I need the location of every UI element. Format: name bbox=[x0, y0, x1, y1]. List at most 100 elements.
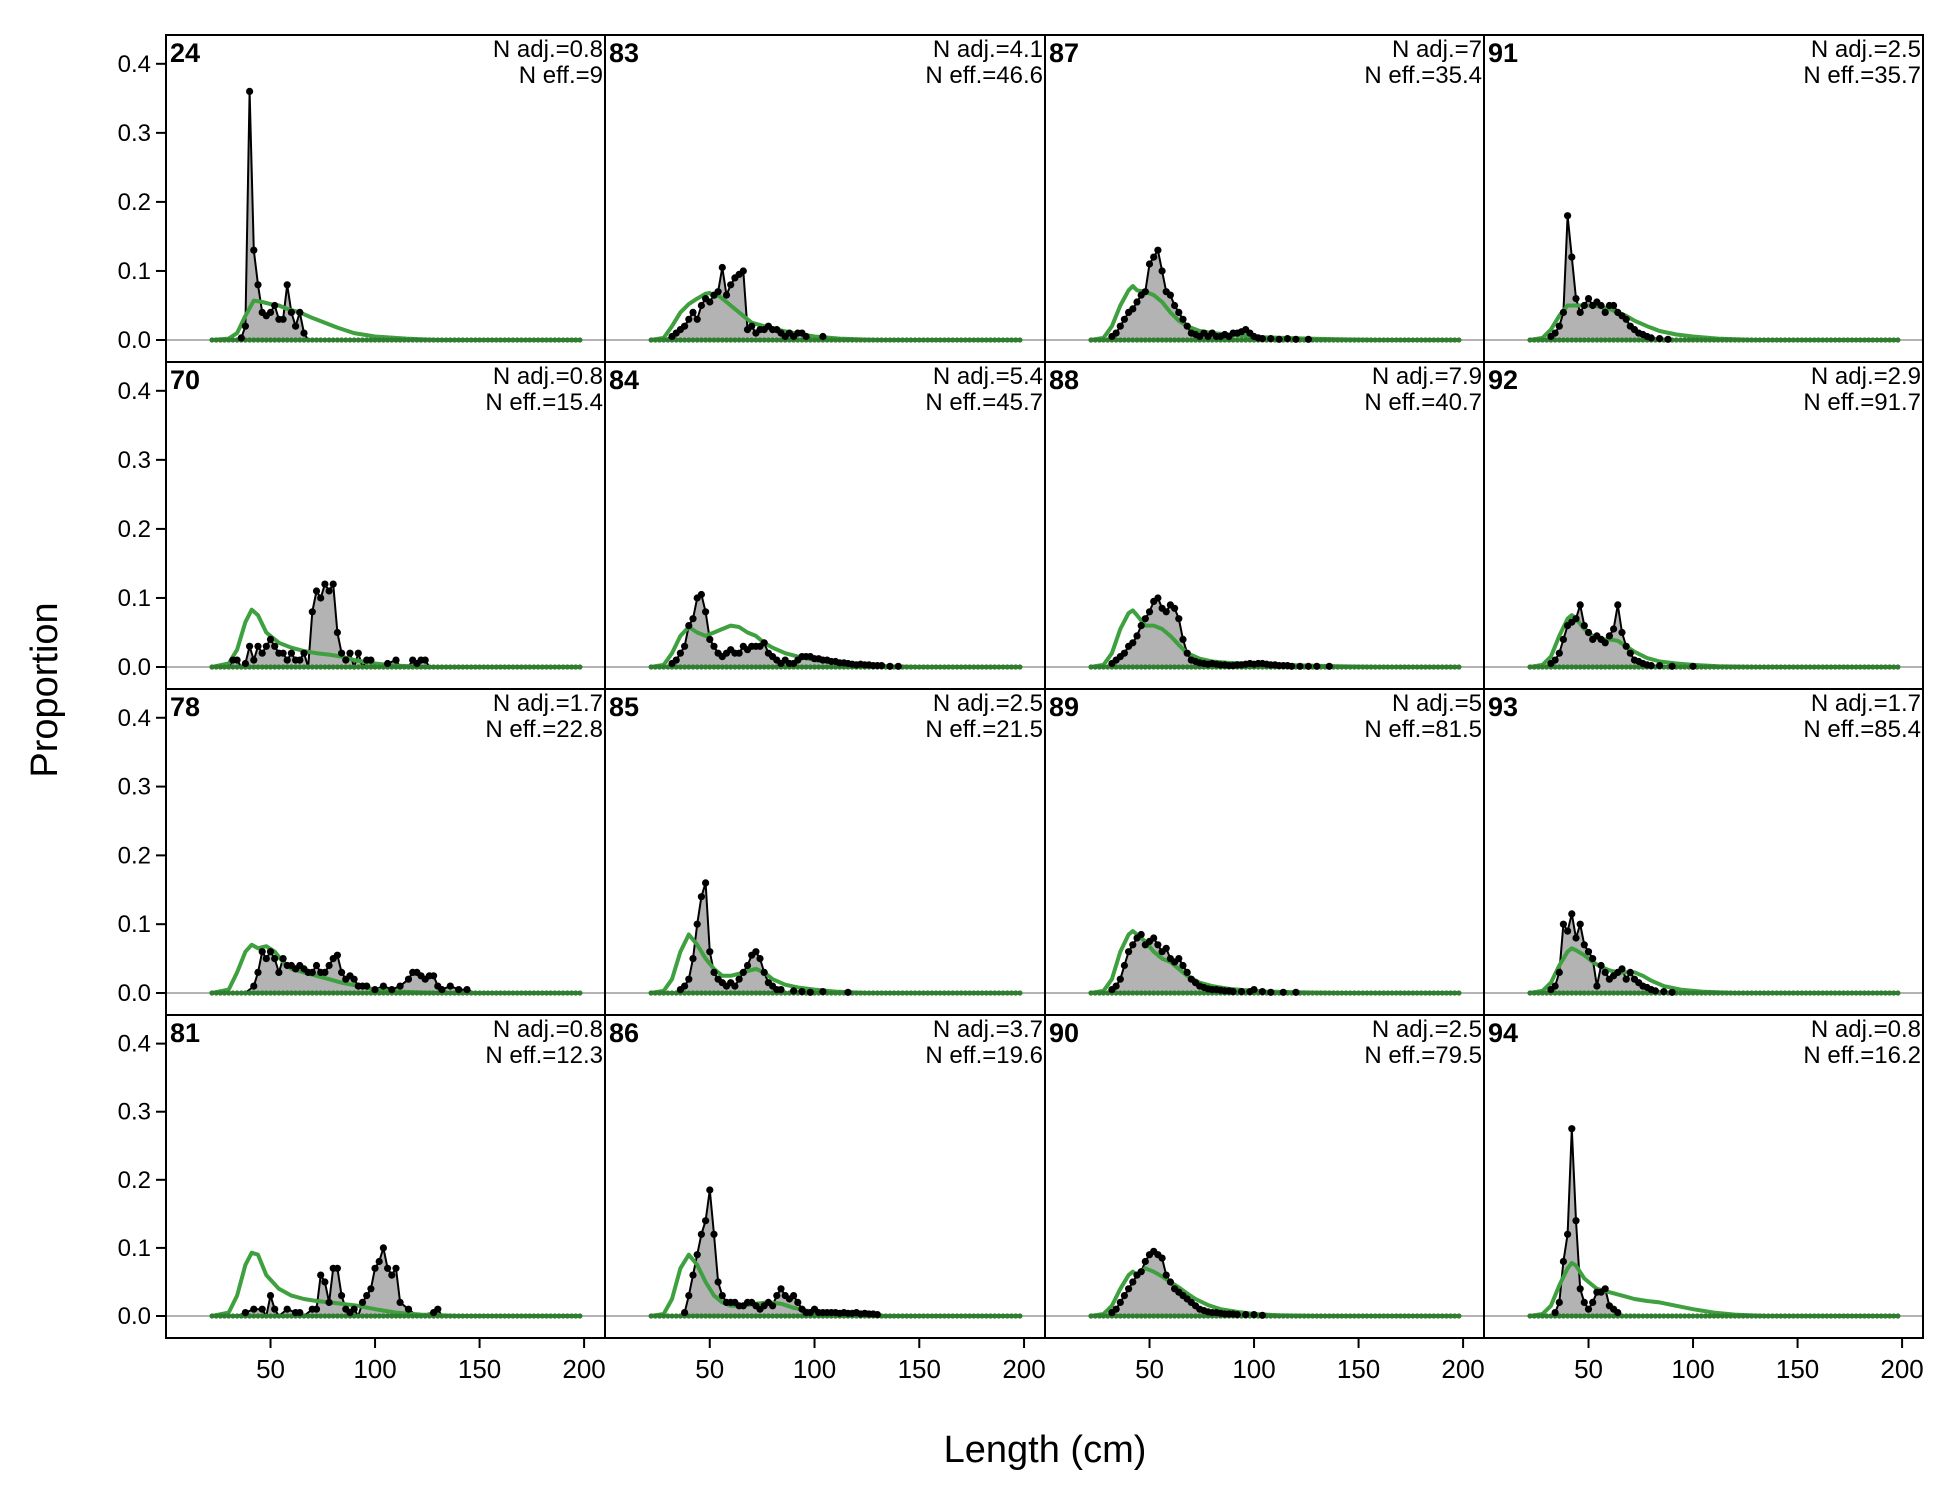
panel-92-expected-point bbox=[1623, 664, 1629, 670]
panel-93-expected-point bbox=[1803, 990, 1809, 996]
panel-83-expected-point bbox=[908, 337, 914, 343]
panel-90-expected-point bbox=[1096, 1313, 1102, 1319]
panel-91-expected-point bbox=[1723, 337, 1730, 343]
panel-81-expected-point bbox=[401, 1313, 407, 1319]
panel-24-expected-point bbox=[343, 337, 349, 343]
panel-92-observed-point bbox=[1584, 628, 1593, 637]
panel-88-expected-point bbox=[1364, 664, 1370, 670]
panel-90-observed-point bbox=[1141, 1257, 1149, 1266]
panel-83-expected-point bbox=[941, 337, 948, 343]
panel-81-expected-point bbox=[472, 1313, 478, 1319]
panel-92-expected-point bbox=[1552, 664, 1558, 670]
panel-94-expected-point bbox=[1531, 1313, 1537, 1319]
panel-90-expected-point bbox=[1397, 1313, 1403, 1319]
panel-92-observed-point bbox=[1576, 601, 1584, 609]
panel-83-expected-point bbox=[736, 337, 742, 343]
panel-94-expected-point bbox=[1723, 1313, 1730, 1319]
panel-92-expected-point bbox=[1611, 664, 1617, 670]
x-axis-title: Length (cm) bbox=[944, 1429, 1147, 1471]
panel-81-expected-point bbox=[564, 1313, 571, 1319]
panel-93-expected-point bbox=[1606, 990, 1612, 996]
panel-94-expected-point bbox=[1690, 1313, 1696, 1319]
panel-78-expected-point bbox=[343, 990, 349, 996]
panel-92-expected-point bbox=[1711, 664, 1717, 670]
panel-83-expected-point bbox=[694, 337, 700, 343]
panel-87-expected-point bbox=[1155, 337, 1161, 343]
panel-94-expected-point bbox=[1715, 1313, 1721, 1319]
panel-86-observed-point bbox=[873, 1311, 882, 1319]
panel-85-expected-point bbox=[979, 990, 985, 996]
panel-84-observed-point bbox=[878, 662, 886, 670]
panel-70-expected-point bbox=[380, 664, 386, 670]
panel-70-expected-point bbox=[305, 664, 311, 670]
panel-94-expected-point bbox=[1598, 1313, 1604, 1319]
panel-89-observed-points bbox=[1108, 930, 1300, 996]
panel-70-expected-point bbox=[372, 664, 378, 670]
panel-85-expected-point bbox=[1004, 990, 1010, 996]
panel-84-expected-point bbox=[682, 664, 688, 670]
panel-70-expected-point bbox=[401, 664, 407, 670]
panel-86-expected-point bbox=[941, 1313, 948, 1319]
x-tick-label: 150 bbox=[898, 1354, 941, 1384]
panel-89-expected-point bbox=[1376, 990, 1383, 996]
panel-87-observed-point bbox=[1267, 335, 1275, 343]
panel-93-expected-point bbox=[1795, 990, 1801, 996]
panel-70-expected-point bbox=[213, 664, 219, 670]
panel-94-expected-point bbox=[1815, 1313, 1822, 1319]
panel-90-expected-point bbox=[1414, 1313, 1420, 1319]
panel-81-expected-point bbox=[460, 1313, 466, 1319]
panel-81-expected-point bbox=[334, 1313, 340, 1319]
panel-86-expected-point bbox=[753, 1313, 759, 1319]
panel-81-expected-point bbox=[535, 1313, 541, 1319]
panel-84-expected-point bbox=[832, 664, 839, 670]
panel-91-expected-point bbox=[1711, 337, 1717, 343]
panel-81-expected-point bbox=[518, 1313, 525, 1319]
panel-84-expected-point bbox=[920, 664, 927, 670]
panel-88-expected-point bbox=[1172, 664, 1178, 670]
panel-94-expected-point bbox=[1849, 1313, 1855, 1319]
panel-70-expected-point bbox=[343, 664, 349, 670]
panel-70-expected-point bbox=[485, 664, 491, 670]
panel-85-observed-point bbox=[689, 955, 697, 963]
panel-24-expected-point bbox=[397, 337, 403, 343]
panel-24-expected-point bbox=[368, 337, 374, 343]
panel-81-expected-point bbox=[439, 1313, 445, 1319]
panel-83-expected-point bbox=[703, 337, 709, 343]
panel-78-expected-point bbox=[569, 990, 575, 996]
panel-84-expected-point bbox=[925, 664, 931, 670]
panel-84-expected-point bbox=[908, 664, 914, 670]
panel-93-observed-point bbox=[1589, 955, 1597, 963]
panel-89-expected-point bbox=[1402, 990, 1408, 996]
panel-92-observed-point bbox=[1572, 615, 1580, 623]
panel-91-observed-point bbox=[1656, 335, 1664, 343]
panel-78-observed-point bbox=[275, 968, 283, 977]
panel-88-expected-point bbox=[1343, 664, 1349, 670]
panel-84-expected-point bbox=[711, 664, 717, 670]
panel-89-expected-point bbox=[1155, 990, 1161, 996]
panel-83-expected-point bbox=[858, 337, 864, 343]
panel-94-expected-point bbox=[1761, 1313, 1767, 1319]
y-tick-label: 0.0 bbox=[118, 980, 151, 1007]
panel-87-expected-point bbox=[1368, 337, 1374, 343]
panel-94-expected-point bbox=[1807, 1313, 1813, 1319]
panel-90-observed-point bbox=[1120, 1292, 1128, 1300]
panel-84-expected-point bbox=[1004, 664, 1010, 670]
panel-87-n-adj: N adj.=7 bbox=[1392, 36, 1482, 63]
panel-70-expected-point bbox=[259, 664, 265, 670]
panel-91-expected-point bbox=[1581, 337, 1587, 343]
panel-86-expected-point bbox=[1008, 1313, 1015, 1319]
panel-83-expected-point bbox=[987, 337, 994, 343]
panel-70-expected-point bbox=[518, 664, 525, 670]
panel-90-label: 90 bbox=[1049, 1018, 1079, 1048]
panel-84-expected-point bbox=[799, 664, 805, 670]
panel-88-observed-point bbox=[1288, 662, 1296, 670]
panel-87-expected-point bbox=[1422, 337, 1429, 343]
panel-78-expected-point bbox=[481, 990, 487, 996]
panel-84-expected-point bbox=[983, 664, 989, 670]
panel-86-expected-point bbox=[661, 1313, 667, 1319]
panel-92-n-eff: N eff.=91.7 bbox=[1803, 389, 1921, 416]
panel-94-expected-point bbox=[1841, 1313, 1847, 1319]
panel-81-expected-point bbox=[481, 1313, 487, 1319]
panel-90-expected-point bbox=[1167, 1313, 1173, 1319]
panel-70-expected-point bbox=[514, 664, 520, 670]
